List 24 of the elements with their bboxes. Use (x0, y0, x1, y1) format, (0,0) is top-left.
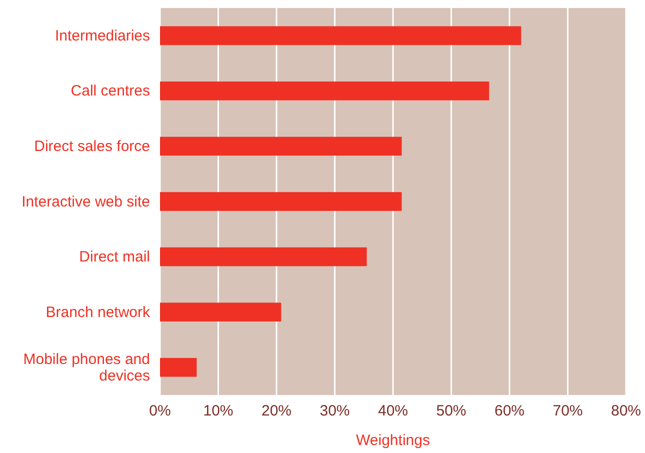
bar (160, 358, 197, 377)
bar (160, 247, 367, 266)
x-tick-label: 40% (378, 402, 408, 420)
x-tick-label: 70% (552, 402, 583, 420)
x-axis-title: Weightings (356, 432, 430, 449)
bar (160, 192, 402, 211)
bar (160, 302, 282, 322)
y-tick-label: Mobile phones and devices (23, 350, 150, 384)
bar (160, 26, 522, 46)
x-tick-label: 50% (436, 402, 466, 420)
x-tick-label: 10% (203, 402, 234, 420)
x-tick-label: 20% (261, 402, 292, 420)
y-tick-label: Branch network (46, 304, 150, 321)
y-tick-label: Call centres (70, 82, 150, 100)
x-tick-label: 30% (320, 402, 350, 420)
y-tick-label: Interactive web site (22, 193, 150, 210)
bar (160, 136, 402, 156)
x-tick-label: 60% (494, 402, 525, 420)
y-tick-label: Direct sales force (34, 138, 150, 156)
x-tick-label: 80% (610, 402, 642, 420)
bar (160, 82, 490, 100)
x-tick-label: 0% (149, 402, 171, 420)
y-tick-label: Intermediaries (54, 27, 150, 44)
y-tick-label: Direct mail (79, 248, 150, 266)
